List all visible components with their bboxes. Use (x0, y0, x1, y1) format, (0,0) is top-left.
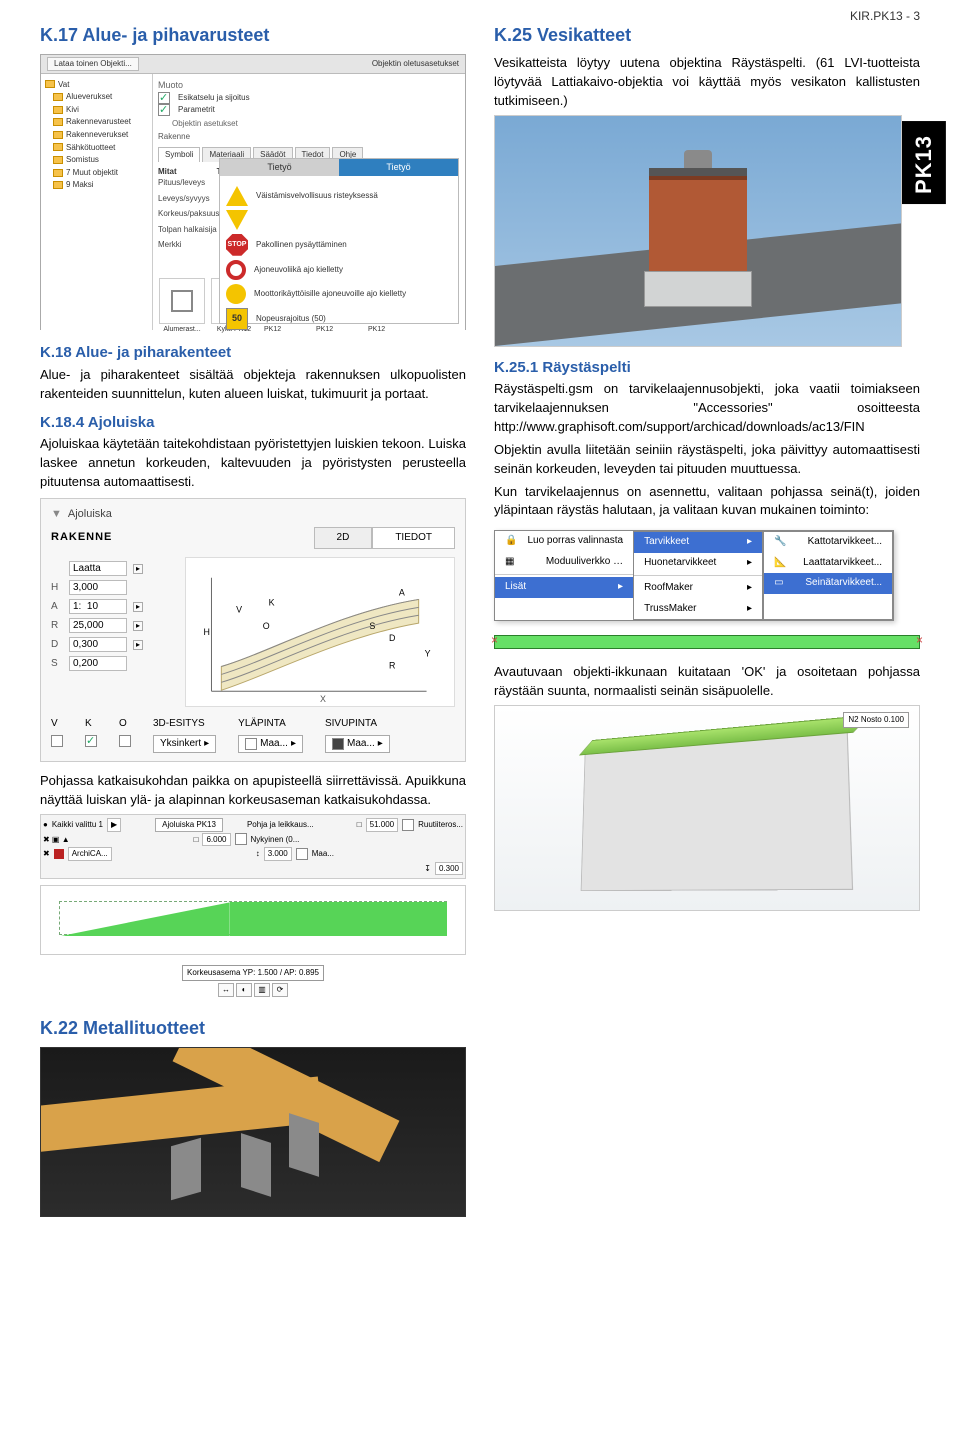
k251-body1: Räystäspelti.gsm on tarvikelaajennusobje… (494, 380, 920, 437)
mini-btn[interactable]: ↔ (218, 983, 234, 997)
tab-2d[interactable]: 2D (314, 527, 373, 550)
sel-sp[interactable]: Maa... ▸ (325, 735, 390, 754)
k25-body: Vesikatteista löytyy uutena objektina Rä… (494, 54, 920, 111)
svg-text:Y: Y (425, 649, 431, 659)
thumb[interactable]: Alumerast... (159, 278, 205, 324)
section-toolbar-screenshot: ●Kaikki valittu 1 ▶ Ajoluiska PK13 Pohja… (40, 814, 466, 879)
no-entry-icon (226, 260, 246, 280)
mini-btn[interactable]: ◐ (236, 983, 252, 997)
sign-panel: Tietyö Tietyö Väistämisvelvollisuus rist… (219, 158, 459, 324)
library-tree[interactable]: Vat Alueverukset Kivi Rakennevarusteet R… (41, 74, 153, 330)
object-settings-screenshot: Lataa toinen Objekti... Objektin oletusa… (40, 54, 466, 330)
field-h[interactable] (69, 580, 127, 595)
leaf-item[interactable]: 🔧Kattotarvikkeet... (764, 532, 892, 553)
field-laatta[interactable] (69, 561, 127, 576)
submenu-item[interactable]: TrussMaker (634, 599, 762, 620)
field-d[interactable] (69, 637, 127, 652)
p-pohja: Pohjassa katkaisukohdan paikka on apupis… (40, 772, 466, 810)
wall-tag: N2 Nosto 0.100 (843, 712, 909, 728)
svg-text:H: H (204, 627, 210, 637)
yield-icon (226, 210, 248, 230)
svg-text:A: A (399, 588, 405, 598)
leaf-item[interactable]: 📐Laattatarvikkeet... (764, 553, 892, 574)
h2-k22: K.22 Metallituotteet (40, 1015, 466, 1041)
h3-k18: K.18 Alue- ja piharakenteet (40, 342, 466, 364)
k251-body2: Objektin avulla liitetään seiniin räystä… (494, 441, 920, 479)
menu-item-lisat[interactable]: Lisät (495, 577, 633, 598)
page-id: KIR.PK13 - 3 (850, 8, 920, 25)
cb-k[interactable] (85, 735, 97, 747)
metal-render (40, 1047, 466, 1217)
field-r[interactable] (69, 618, 127, 633)
sel-yp[interactable]: Maa... ▸ (238, 735, 303, 754)
k251-p2: Avautuvaan objekti-ikkunaan kuitataan 'O… (494, 663, 920, 701)
warning-triangle-icon (226, 186, 248, 206)
submenu-item[interactable]: RoofMaker (634, 578, 762, 599)
raystas-line (494, 635, 920, 649)
k251-body3: Kun tarvikelaajennus on asennettu, valit… (494, 483, 920, 521)
svg-text:X: X (320, 694, 326, 704)
section-tab-badge: PK13 (902, 121, 946, 204)
k184-body: Ajoluiskaa käytetään taitekohdistaan pyö… (40, 435, 466, 492)
stop-sign-icon: STOP (226, 234, 248, 256)
svg-text:O: O (263, 621, 270, 631)
mini-btn[interactable]: ⟳ (272, 983, 288, 997)
menu-item[interactable]: ▦Moduuliverkko … (495, 552, 633, 573)
tab-tiedot[interactable]: TIEDOT (372, 527, 455, 550)
dialog-title: Objektin oletusasetukset (372, 58, 459, 70)
ajoluiska-panel: ▼ Ajoluiska RAKENNE 2D TIEDOT ▸ H A▸ R▸ (40, 498, 466, 762)
context-menu-screenshot: 🔒Luo porras valinnasta ▦Moduuliverkko … … (494, 530, 894, 621)
leaf-item-selected[interactable]: ▭Seinätarvikkeet... (764, 573, 892, 594)
chimney-render (494, 115, 902, 347)
submenu-item[interactable]: Huonetarvikkeet (634, 553, 762, 574)
submenu-item[interactable]: Tarvikkeet (634, 532, 762, 553)
k18-body: Alue- ja piharakenteet sisältää objektej… (40, 366, 466, 404)
section-preview (40, 885, 466, 955)
sel-3d[interactable]: Yksinkert ▸ (153, 735, 216, 754)
speed-limit-icon: 50 (226, 308, 248, 330)
load-object-btn[interactable]: Lataa toinen Objekti... (47, 57, 139, 71)
svg-text:K: K (269, 598, 275, 608)
svg-text:D: D (389, 633, 395, 643)
h3-k251: K.25.1 Räystäspelti (494, 357, 920, 379)
mini-btn[interactable]: ▥ (254, 983, 270, 997)
coord-label: Korkeusasema YP: 1.500 / AP: 0.895 (182, 965, 324, 981)
cb-v[interactable] (51, 735, 63, 747)
field-s[interactable] (69, 656, 127, 671)
svg-text:R: R (389, 661, 395, 671)
h2-k25: K.25 Vesikatteet (494, 22, 920, 48)
ajoluiska-diagram: X V K O A H R Y D S (185, 557, 455, 707)
h3-k184: K.18.4 Ajoluiska (40, 412, 466, 434)
h2-k17: K.17 Alue- ja pihavarusteet (40, 22, 466, 48)
svg-text:S: S (369, 621, 375, 631)
field-a[interactable] (69, 599, 127, 614)
prohibition-icon (226, 284, 246, 304)
wall-render: N2 Nosto 0.100 (494, 705, 920, 911)
svg-text:V: V (236, 605, 242, 615)
cb-o[interactable] (119, 735, 131, 747)
menu-item[interactable]: 🔒Luo porras valinnasta (495, 531, 633, 552)
